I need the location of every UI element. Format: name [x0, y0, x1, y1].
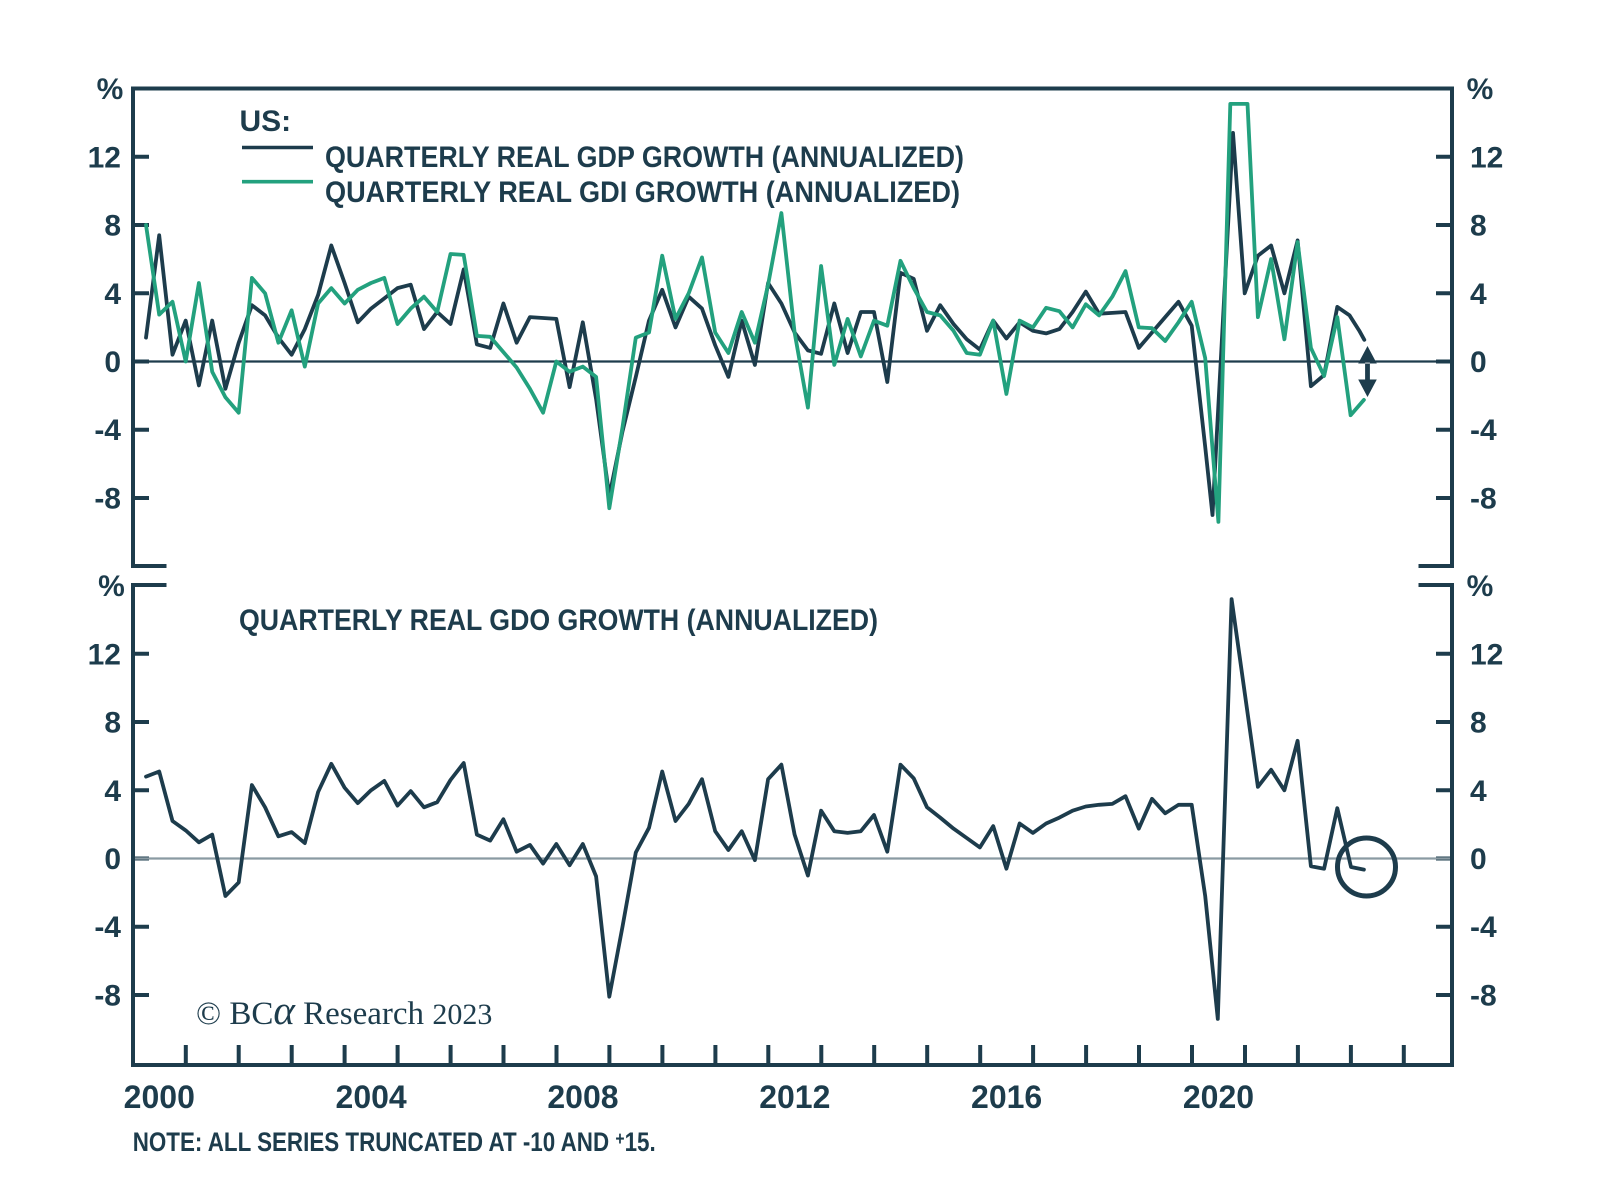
svg-text:-8: -8: [1470, 979, 1497, 1012]
svg-text:2016: 2016: [971, 1079, 1042, 1115]
svg-text:%: %: [98, 570, 125, 603]
svg-text:4: 4: [1470, 775, 1487, 808]
svg-text:4: 4: [104, 278, 121, 311]
svg-text:QUARTERLY REAL GDP GROWTH (ANN: QUARTERLY REAL GDP GROWTH (ANNUALIZED): [325, 141, 964, 174]
svg-text:-4: -4: [94, 414, 121, 447]
svg-text:-8: -8: [94, 979, 121, 1012]
svg-text:8: 8: [1470, 707, 1487, 740]
svg-text:NOTE: ALL SERIES TRUNCATED AT: NOTE: ALL SERIES TRUNCATED AT -10 AND +1…: [133, 1127, 656, 1157]
svg-text:%: %: [97, 73, 124, 106]
svg-text:0: 0: [104, 843, 121, 876]
svg-text:-4: -4: [94, 911, 121, 944]
svg-text:-8: -8: [1470, 482, 1497, 515]
svg-text:2020: 2020: [1183, 1079, 1254, 1115]
svg-text:2004: 2004: [336, 1079, 407, 1115]
svg-text:QUARTERLY REAL GDO GROWTH (ANN: QUARTERLY REAL GDO GROWTH (ANNUALIZED): [239, 604, 878, 637]
svg-text:0: 0: [1470, 346, 1487, 379]
svg-text:4: 4: [104, 775, 121, 808]
svg-text:-8: -8: [94, 482, 121, 515]
svg-text:12: 12: [88, 638, 121, 671]
svg-text:%: %: [1467, 73, 1494, 106]
svg-text:-4: -4: [1470, 911, 1497, 944]
svg-text:2000: 2000: [124, 1079, 195, 1115]
svg-text:%: %: [1467, 570, 1494, 603]
svg-text:4: 4: [1470, 278, 1487, 311]
svg-text:8: 8: [104, 210, 121, 243]
svg-text:12: 12: [1470, 141, 1503, 174]
svg-text:0: 0: [104, 346, 121, 379]
svg-text:8: 8: [1470, 210, 1487, 243]
svg-text:US:: US:: [240, 105, 292, 138]
svg-text:2008: 2008: [547, 1079, 618, 1115]
svg-text:8: 8: [104, 707, 121, 740]
svg-text:12: 12: [88, 141, 121, 174]
svg-text:QUARTERLY REAL GDI GROWTH (ANN: QUARTERLY REAL GDI GROWTH (ANNUALIZED): [325, 176, 960, 209]
svg-text:-4: -4: [1470, 414, 1497, 447]
svg-text:0: 0: [1470, 843, 1487, 876]
svg-text:2012: 2012: [759, 1079, 830, 1115]
svg-text:12: 12: [1470, 638, 1503, 671]
